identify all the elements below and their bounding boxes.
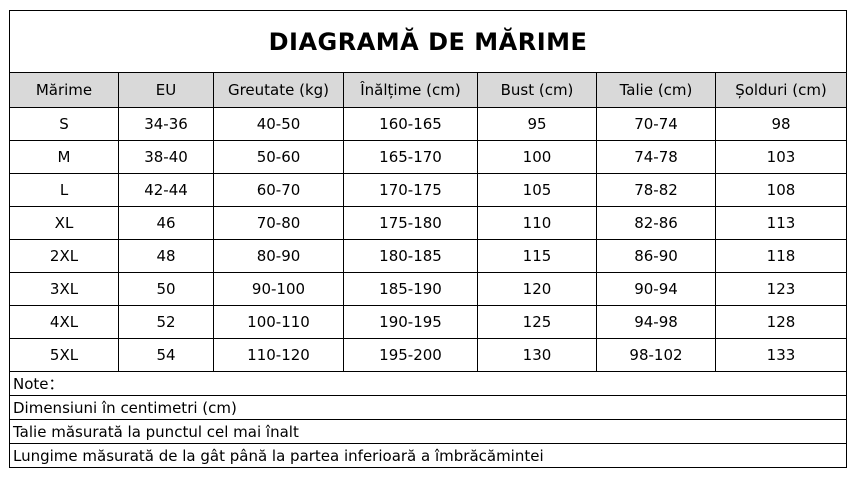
- column-header-hips: Șolduri (cm): [715, 72, 847, 108]
- cell-bust: 105: [477, 173, 597, 207]
- cell-hips: 133: [715, 338, 847, 372]
- cell-bust: 125: [477, 305, 597, 339]
- cell-weight: 70-80: [213, 206, 344, 240]
- cell-waist: 82-86: [596, 206, 716, 240]
- table-row: S 34-36 40-50 160-165 95 70-74 98: [9, 107, 847, 141]
- cell-eu: 34-36: [118, 107, 214, 141]
- cell-waist: 90-94: [596, 272, 716, 306]
- note-text: Lungime măsurată de la gât până la parte…: [9, 443, 847, 468]
- cell-waist: 70-74: [596, 107, 716, 141]
- header-row: Mărime EU Greutate (kg) Înălțime (cm) Bust (…: [9, 72, 847, 108]
- cell-size: 3XL: [9, 272, 119, 306]
- cell-bust: 115: [477, 239, 597, 273]
- cell-waist: 98-102: [596, 338, 716, 372]
- cell-bust: 100: [477, 140, 597, 174]
- column-header-size: Mărime: [9, 72, 119, 108]
- column-header-bust: Bust (cm): [477, 72, 597, 108]
- cell-waist: 74-78: [596, 140, 716, 174]
- cell-size: 5XL: [9, 338, 119, 372]
- cell-height: 175-180: [343, 206, 478, 240]
- cell-waist: 78-82: [596, 173, 716, 207]
- notes-heading: Note：: [9, 371, 847, 396]
- cell-bust: 95: [477, 107, 597, 141]
- cell-weight: 60-70: [213, 173, 344, 207]
- cell-hips: 113: [715, 206, 847, 240]
- cell-eu: 52: [118, 305, 214, 339]
- table-row: 4XL 52 100-110 190-195 125 94-98 128: [9, 305, 847, 339]
- cell-size: 2XL: [9, 239, 119, 273]
- column-header-eu: EU: [118, 72, 214, 108]
- cell-size: L: [9, 173, 119, 207]
- cell-weight: 110-120: [213, 338, 344, 372]
- cell-hips: 98: [715, 107, 847, 141]
- cell-size: M: [9, 140, 119, 174]
- cell-eu: 48: [118, 239, 214, 273]
- note-row: Dimensiuni în centimetri (cm): [9, 395, 847, 420]
- cell-height: 180-185: [343, 239, 478, 273]
- column-header-height: Înălțime (cm): [343, 72, 478, 108]
- cell-eu: 46: [118, 206, 214, 240]
- table-row: 3XL 50 90-100 185-190 120 90-94 123: [9, 272, 847, 306]
- cell-eu: 42-44: [118, 173, 214, 207]
- column-header-weight: Greutate (kg): [213, 72, 344, 108]
- cell-bust: 110: [477, 206, 597, 240]
- cell-weight: 80-90: [213, 239, 344, 273]
- cell-size: XL: [9, 206, 119, 240]
- cell-eu: 38-40: [118, 140, 214, 174]
- cell-height: 165-170: [343, 140, 478, 174]
- cell-height: 190-195: [343, 305, 478, 339]
- cell-hips: 123: [715, 272, 847, 306]
- cell-waist: 86-90: [596, 239, 716, 273]
- cell-weight: 90-100: [213, 272, 344, 306]
- cell-weight: 40-50: [213, 107, 344, 141]
- chart-title: DIAGRAMĂ DE MĂRIME: [9, 10, 847, 73]
- cell-weight: 50-60: [213, 140, 344, 174]
- cell-size: S: [9, 107, 119, 141]
- cell-weight: 100-110: [213, 305, 344, 339]
- cell-hips: 103: [715, 140, 847, 174]
- cell-hips: 118: [715, 239, 847, 273]
- column-header-waist: Talie (cm): [596, 72, 716, 108]
- cell-waist: 94-98: [596, 305, 716, 339]
- table-row: 5XL 54 110-120 195-200 130 98-102 133: [9, 338, 847, 372]
- table-row: L 42-44 60-70 170-175 105 78-82 108: [9, 173, 847, 207]
- note-row: Lungime măsurată de la gât până la parte…: [9, 443, 847, 468]
- cell-eu: 50: [118, 272, 214, 306]
- note-row: Talie măsurată la punctul cel mai înalt: [9, 419, 847, 444]
- cell-hips: 128: [715, 305, 847, 339]
- cell-height: 195-200: [343, 338, 478, 372]
- cell-bust: 130: [477, 338, 597, 372]
- note-row: Note：: [9, 371, 847, 396]
- cell-size: 4XL: [9, 305, 119, 339]
- table-row: M 38-40 50-60 165-170 100 74-78 103: [9, 140, 847, 174]
- cell-height: 185-190: [343, 272, 478, 306]
- note-text: Dimensiuni în centimetri (cm): [9, 395, 847, 420]
- table-row: 2XL 48 80-90 180-185 115 86-90 118: [9, 239, 847, 273]
- cell-height: 170-175: [343, 173, 478, 207]
- note-text: Talie măsurată la punctul cel mai înalt: [9, 419, 847, 444]
- cell-hips: 108: [715, 173, 847, 207]
- table-row: XL 46 70-80 175-180 110 82-86 113: [9, 206, 847, 240]
- cell-eu: 54: [118, 338, 214, 372]
- cell-height: 160-165: [343, 107, 478, 141]
- size-chart-table: DIAGRAMĂ DE MĂRIME Mărime EU Greutate (kg)…: [9, 10, 847, 468]
- cell-bust: 120: [477, 272, 597, 306]
